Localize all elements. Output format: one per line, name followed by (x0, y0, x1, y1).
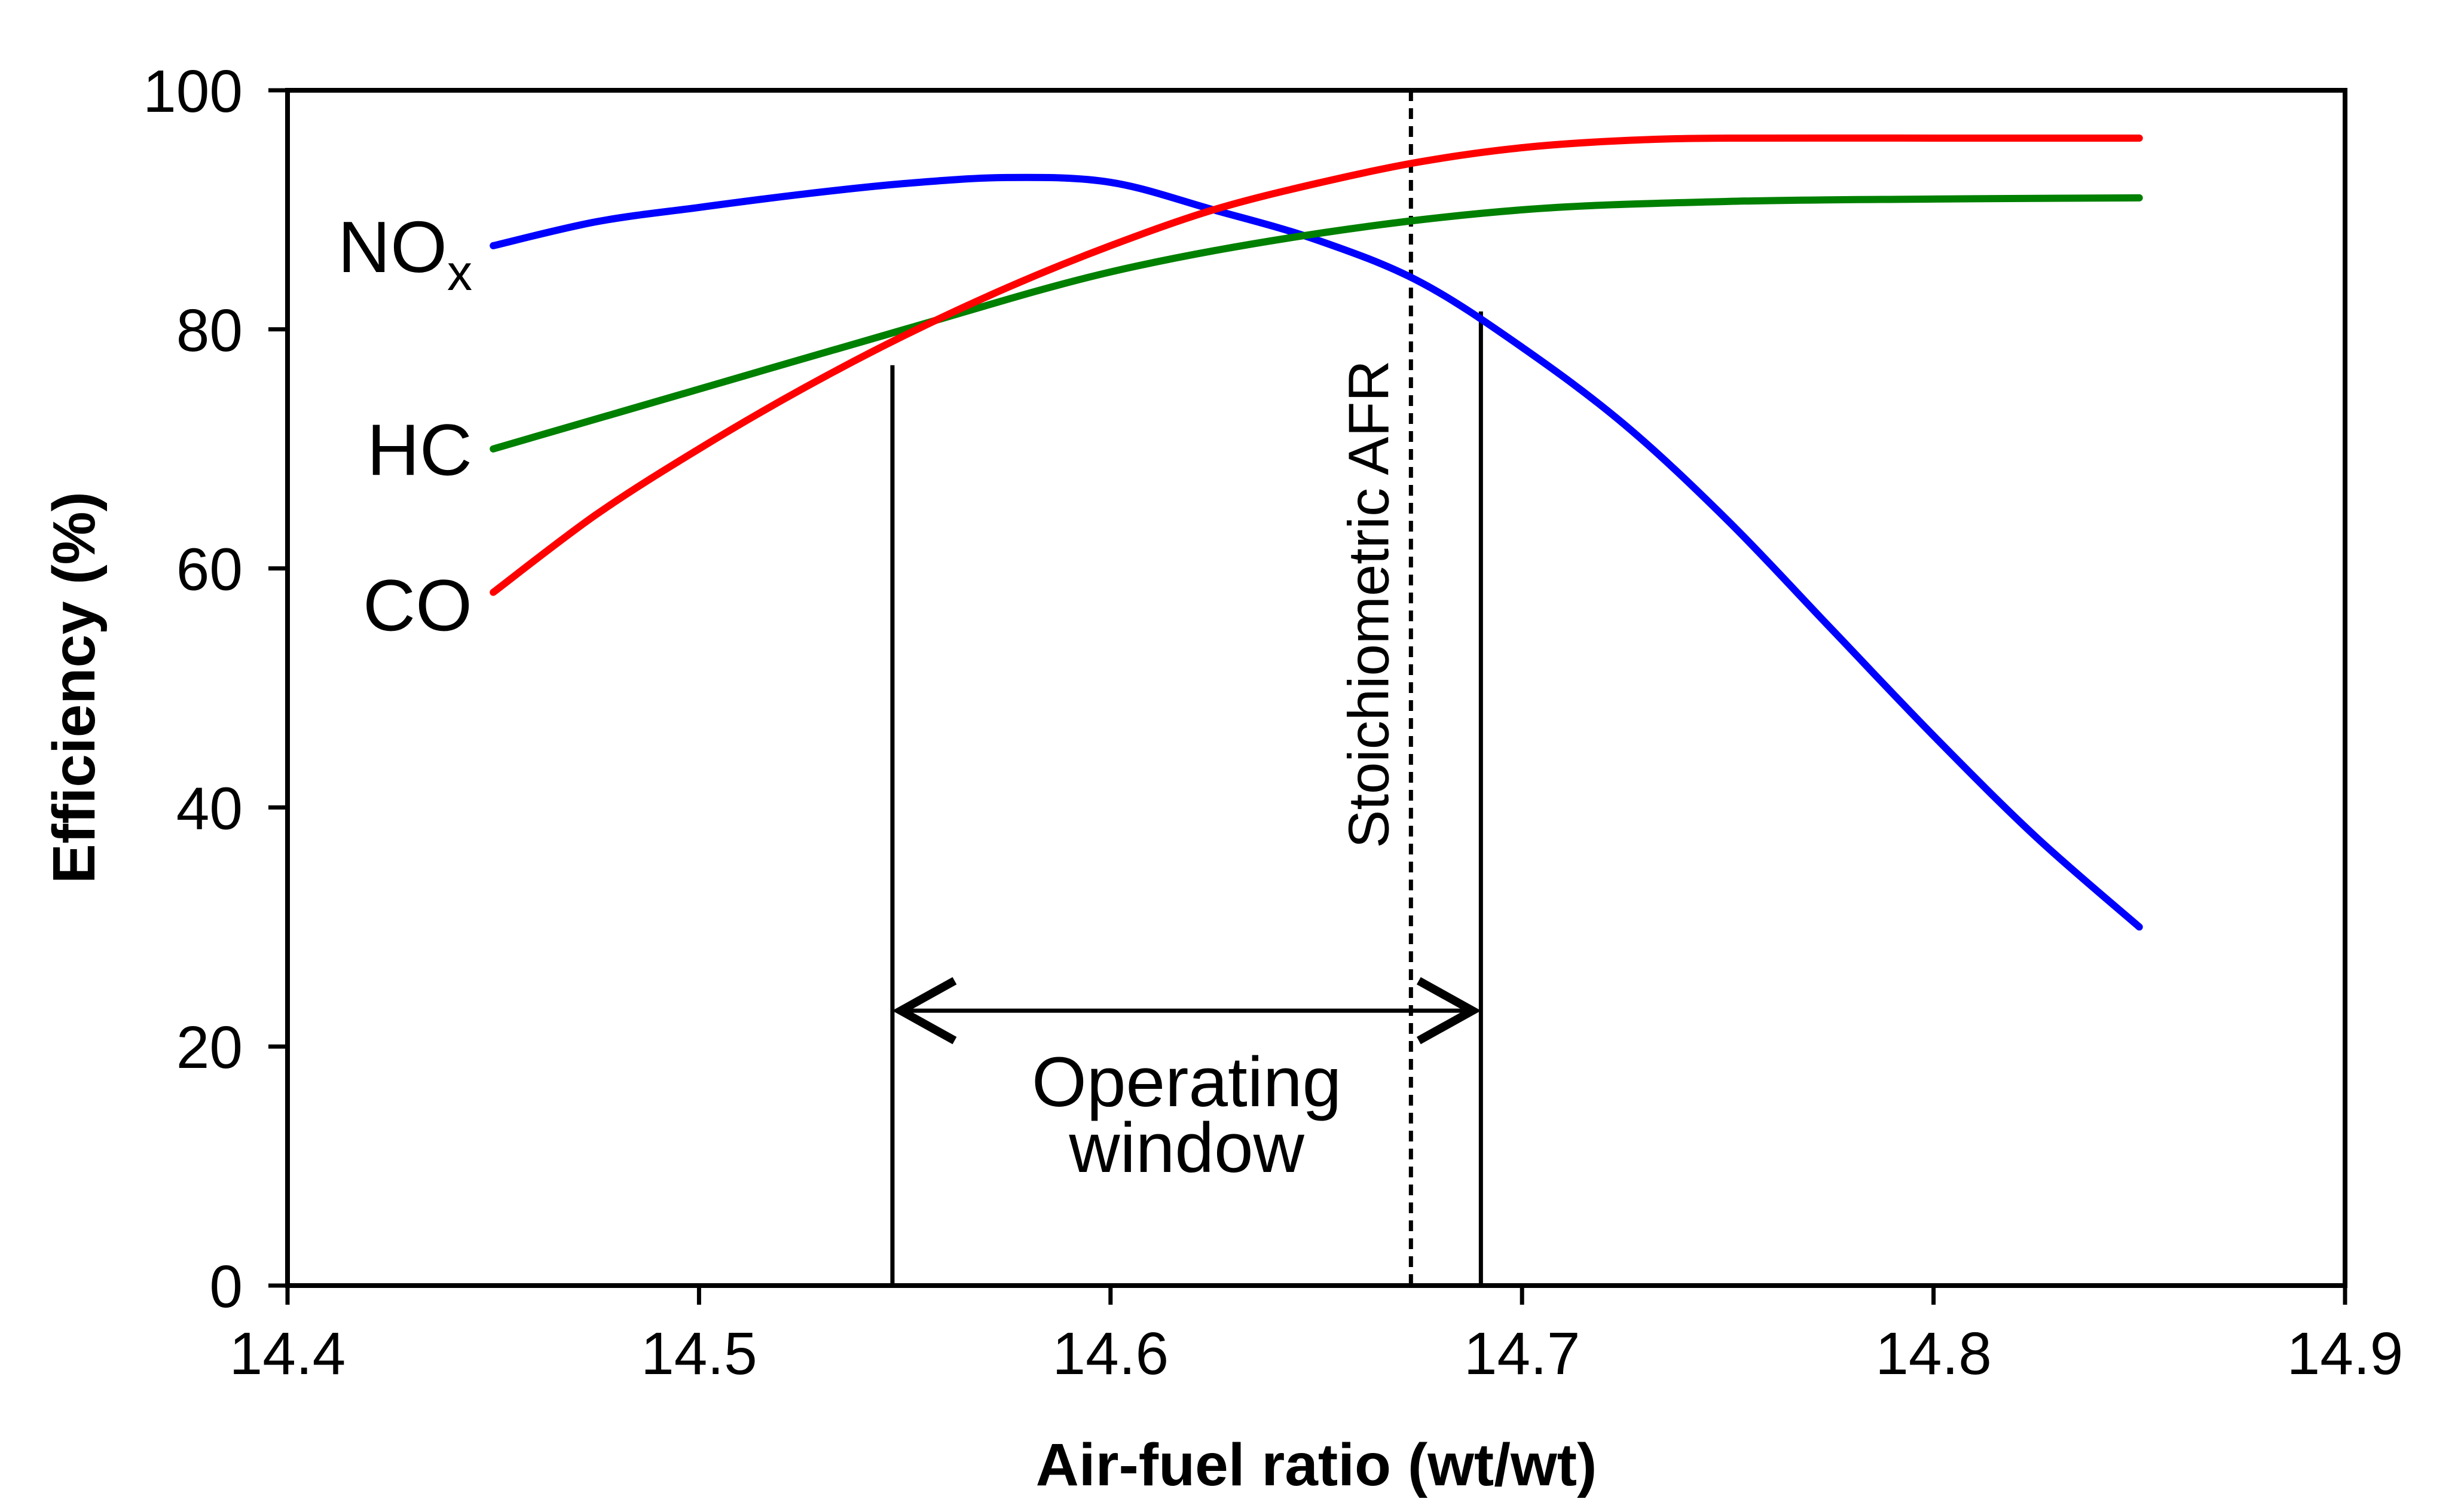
window-arrow-right-head (1416, 977, 1481, 1045)
x-tick-label: 14.4 (230, 1320, 346, 1387)
plot-frame (285, 88, 2347, 1288)
y-tick-label: 40 (176, 775, 243, 842)
x-tick-label: 14.6 (1052, 1320, 1169, 1387)
tick-labels: 14.4 14.5 14.6 14.7 14.8 14.9 0 20 40 60 80 100 (143, 58, 2403, 1387)
series-line-co (490, 134, 2143, 596)
x-tick-label: 14.7 (1464, 1320, 1580, 1387)
series-lines (490, 134, 2143, 931)
x-axis-title: Air-fuel ratio (wt/wt) (1036, 1431, 1597, 1498)
series-label: HC (367, 410, 472, 491)
window-label-line1: Operating (1032, 1043, 1341, 1122)
series-label: NOx (338, 206, 472, 301)
x-tick-label: 14.9 (2287, 1320, 2404, 1387)
y-tick-label: 100 (143, 58, 243, 125)
y-tick-label: 20 (176, 1014, 243, 1081)
series-line-hc (490, 194, 2143, 453)
window-label-line2: window (1068, 1109, 1304, 1188)
y-tick-label: 60 (176, 536, 243, 603)
x-tick-label: 14.8 (1875, 1320, 1992, 1387)
y-tick-label: 0 (209, 1253, 243, 1320)
series-label: CO (363, 565, 472, 646)
x-tick-label: 14.5 (641, 1320, 757, 1387)
series-labels: NOx HC CO (338, 206, 472, 646)
series-line-nox (490, 173, 2143, 931)
window-arrow-left-head (892, 977, 957, 1045)
stoichiometric-label: Stoichiometric AFR (1337, 360, 1401, 848)
axis-ticks (268, 88, 2347, 1305)
y-tick-label: 80 (176, 297, 243, 364)
y-axis-title: Efficiency (%) (41, 492, 108, 884)
